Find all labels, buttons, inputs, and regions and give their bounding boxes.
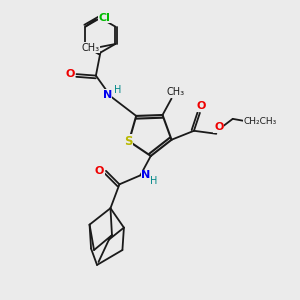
Text: N: N [141, 170, 150, 180]
Text: H: H [114, 85, 121, 95]
Text: O: O [65, 69, 75, 79]
Text: O: O [197, 101, 206, 111]
Text: N: N [103, 90, 112, 100]
Text: O: O [95, 166, 104, 176]
Text: H: H [150, 176, 158, 186]
Text: Cl: Cl [98, 13, 110, 23]
Text: CH₃: CH₃ [166, 87, 184, 97]
Text: S: S [124, 135, 133, 148]
Text: CH₂CH₃: CH₂CH₃ [244, 117, 277, 126]
Text: O: O [214, 122, 224, 132]
Text: CH₃: CH₃ [82, 43, 100, 52]
